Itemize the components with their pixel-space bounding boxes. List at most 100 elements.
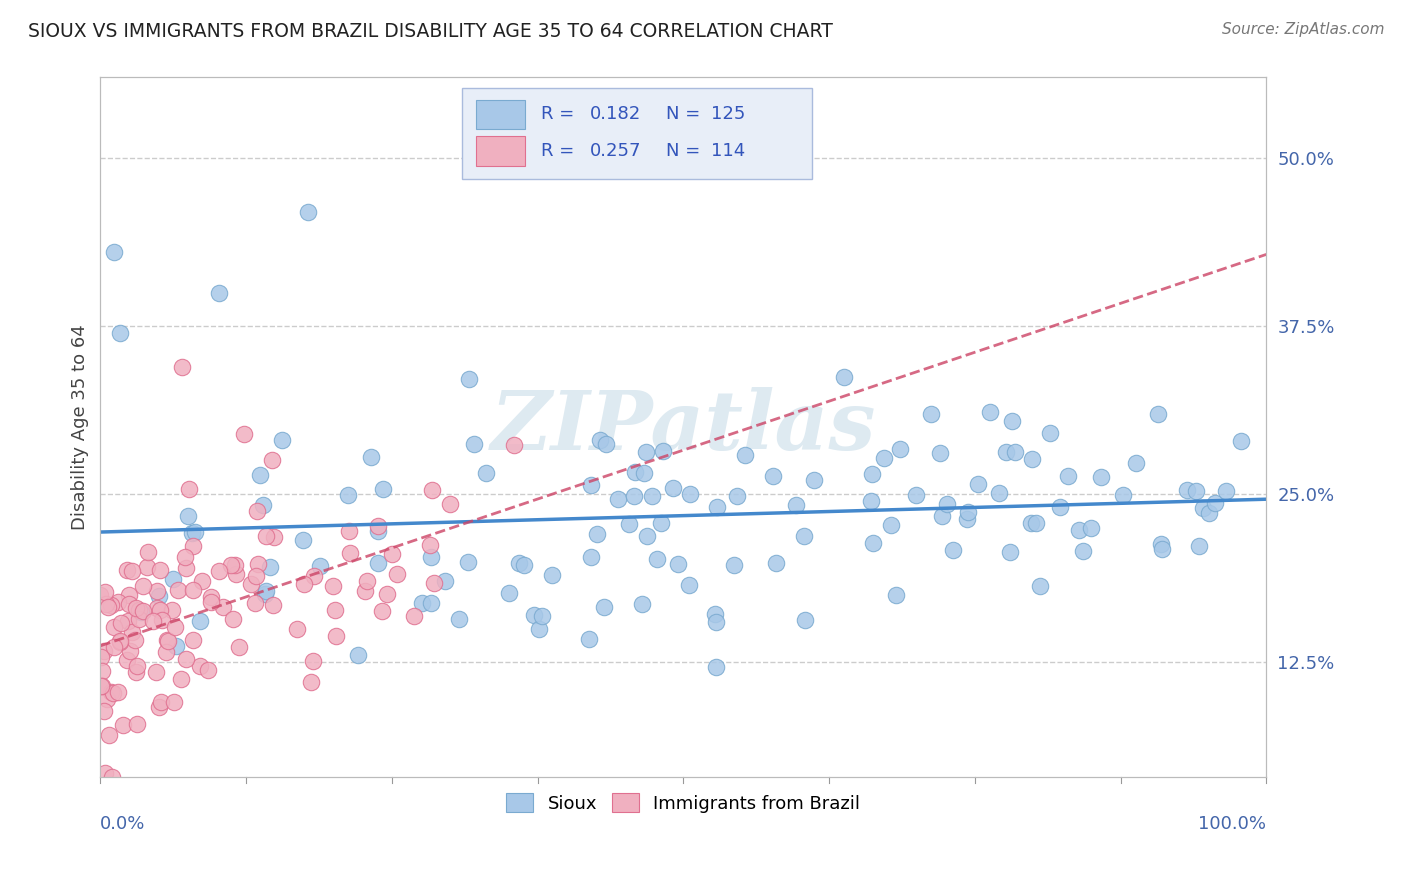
Point <box>100 598 122 612</box>
Point <box>181 525 204 540</box>
Point <box>90 679 112 693</box>
Point <box>679 487 702 501</box>
Point <box>645 552 668 566</box>
Point <box>94 765 117 780</box>
Point <box>110 635 132 649</box>
Point <box>623 490 645 504</box>
Point <box>111 718 134 732</box>
Point <box>706 500 728 514</box>
Point <box>873 450 896 465</box>
Point <box>297 205 319 219</box>
Point <box>941 542 963 557</box>
Point <box>145 583 167 598</box>
Point <box>121 564 143 578</box>
Point <box>103 245 125 260</box>
Point <box>254 584 277 599</box>
Point <box>1019 516 1042 531</box>
Point <box>233 426 256 441</box>
FancyBboxPatch shape <box>461 88 811 178</box>
Point <box>146 601 169 615</box>
Point <box>579 477 602 491</box>
Point <box>322 578 344 592</box>
Point <box>325 629 347 643</box>
Point <box>249 468 271 483</box>
Point <box>125 717 148 731</box>
Point <box>1192 500 1215 515</box>
Point <box>181 583 204 598</box>
Point <box>292 533 315 547</box>
Point <box>578 632 600 646</box>
Point <box>136 559 159 574</box>
Text: 0.257: 0.257 <box>591 142 641 160</box>
Point <box>108 634 131 648</box>
Point <box>956 512 979 526</box>
Point <box>263 530 285 544</box>
Point <box>957 505 980 519</box>
Point <box>132 579 155 593</box>
Point <box>641 489 664 503</box>
Point <box>222 612 245 626</box>
Point <box>228 640 250 654</box>
Point <box>174 549 197 564</box>
Point <box>128 602 150 616</box>
Point <box>197 663 219 677</box>
Point <box>529 622 551 636</box>
Point <box>381 547 404 561</box>
Point <box>117 614 139 628</box>
Point <box>93 704 115 718</box>
Point <box>1188 540 1211 554</box>
Point <box>623 465 645 479</box>
Point <box>89 588 111 602</box>
Point <box>167 583 190 598</box>
Point <box>1230 434 1253 448</box>
Point <box>118 597 141 611</box>
Point <box>1071 543 1094 558</box>
Point <box>633 466 655 480</box>
Point <box>170 359 193 374</box>
Point <box>1198 506 1220 520</box>
Point <box>360 450 382 464</box>
Point <box>1185 484 1208 499</box>
Point <box>1090 470 1112 484</box>
Point <box>110 326 132 340</box>
Point <box>200 590 222 604</box>
Point <box>125 665 148 679</box>
Point <box>1025 516 1047 531</box>
Point <box>115 563 138 577</box>
Point <box>208 565 231 579</box>
Point <box>803 473 825 487</box>
Point <box>160 603 183 617</box>
Point <box>619 516 641 531</box>
Point <box>595 437 617 451</box>
Point <box>508 556 530 570</box>
Text: N =: N = <box>666 142 706 160</box>
Point <box>367 524 389 538</box>
Point <box>734 448 756 462</box>
Point <box>174 560 197 574</box>
Point <box>97 728 120 742</box>
Point <box>93 585 115 599</box>
Point <box>420 483 443 498</box>
Point <box>121 625 143 640</box>
Point <box>422 575 444 590</box>
Point <box>200 595 222 609</box>
Point <box>1175 483 1198 497</box>
Point <box>96 691 118 706</box>
Text: SIOUX VS IMMIGRANTS FROM BRAZIL DISABILITY AGE 35 TO 64 CORRELATION CHART: SIOUX VS IMMIGRANTS FROM BRAZIL DISABILI… <box>28 22 832 41</box>
Point <box>149 563 172 577</box>
Point <box>177 509 200 524</box>
Point <box>586 526 609 541</box>
Legend: Sioux, Immigrants from Brazil: Sioux, Immigrants from Brazil <box>499 786 868 820</box>
Point <box>118 644 141 658</box>
Point <box>239 577 262 591</box>
Point <box>762 468 785 483</box>
Point <box>371 604 394 618</box>
Point <box>184 525 207 540</box>
Point <box>191 574 214 589</box>
Point <box>302 654 325 668</box>
Point <box>260 453 283 467</box>
Point <box>302 569 325 583</box>
Point <box>419 596 441 610</box>
Point <box>402 609 425 624</box>
Text: 125: 125 <box>711 105 745 123</box>
